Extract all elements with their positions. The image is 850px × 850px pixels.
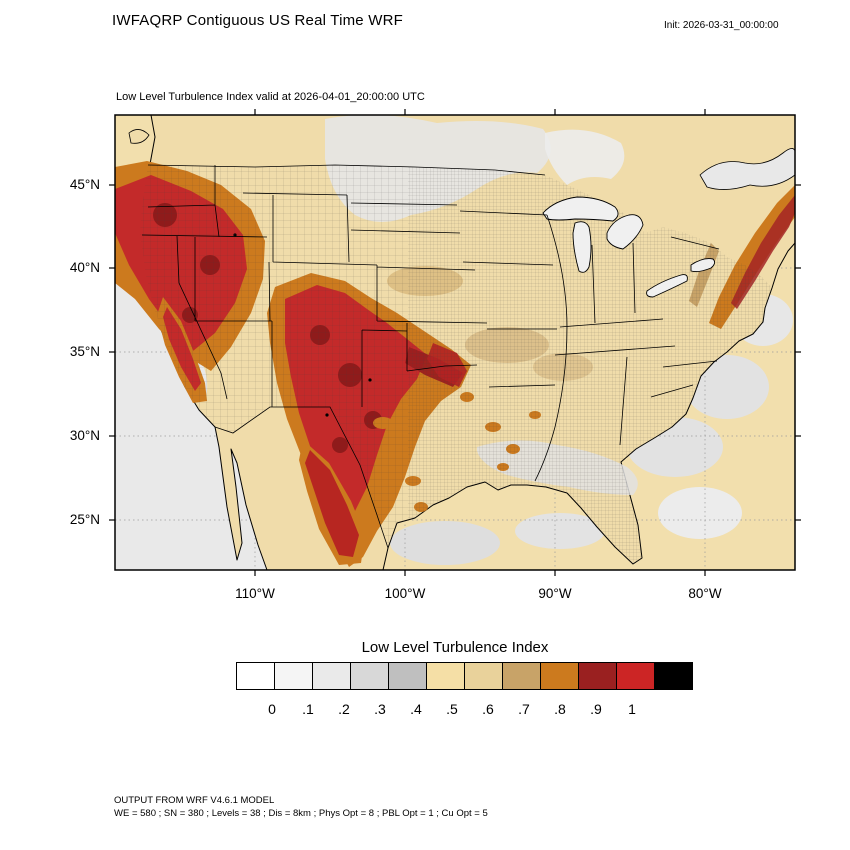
footer-config-line: WE = 580 ; SN = 380 ; Levels = 38 ; Dis … bbox=[114, 808, 488, 819]
lon-axis-label: 100°W bbox=[384, 586, 426, 601]
lat-axis-label: 25°N bbox=[69, 512, 100, 527]
colorbar-tick-label: .9 bbox=[590, 701, 602, 717]
colorbar-cell bbox=[426, 662, 465, 690]
map-frame bbox=[114, 114, 796, 571]
colorbar-tick-label: .1 bbox=[302, 701, 314, 717]
colorbar-tick-label: .6 bbox=[482, 701, 494, 717]
lon-axis-label: 110°W bbox=[235, 586, 275, 601]
lat-axis-label: 45°N bbox=[69, 177, 100, 192]
colorbar-cell bbox=[654, 662, 693, 690]
colorbar-cell bbox=[274, 662, 313, 690]
colorbar-cells bbox=[236, 662, 693, 690]
colorbar-cell bbox=[578, 662, 617, 690]
colorbar-cell bbox=[236, 662, 275, 690]
state-borders bbox=[141, 164, 720, 549]
valid-time-subtitle: Low Level Turbulence Index valid at 2026… bbox=[116, 91, 425, 103]
colorbar-tick-label: .7 bbox=[518, 701, 530, 717]
colorbar-cell bbox=[388, 662, 427, 690]
init-timestamp: Init: 2026-03-31_00:00:00 bbox=[664, 20, 779, 31]
lon-axis-label: 90°W bbox=[538, 586, 572, 601]
colorbar-tick-label: .8 bbox=[554, 701, 566, 717]
map-svg bbox=[109, 109, 801, 576]
colorbar-title: Low Level Turbulence Index bbox=[361, 639, 549, 656]
colorbar-cell bbox=[540, 662, 579, 690]
footer-model-line: OUTPUT FROM WRF V4.6.1 MODEL bbox=[114, 795, 275, 806]
colorbar-tick-label: .4 bbox=[410, 701, 422, 717]
colorbar-cell bbox=[312, 662, 351, 690]
colorbar-tick-label: 0 bbox=[268, 701, 276, 717]
colorbar-ticks: 0 .1 .2 .3 .4 .5 .6 .7 .8 .9 1 bbox=[236, 701, 676, 719]
colorbar-tick-label: 1 bbox=[628, 701, 636, 717]
colorbar-cell bbox=[464, 662, 503, 690]
colorbar-cell bbox=[350, 662, 389, 690]
axis-ticks bbox=[109, 109, 801, 576]
great-lakes bbox=[542, 196, 716, 298]
lat-axis-label: 35°N bbox=[69, 344, 100, 359]
lat-axis-label: 40°N bbox=[69, 260, 100, 275]
colorbar-tick-label: .5 bbox=[446, 701, 458, 717]
lon-axis-label: 80°W bbox=[688, 586, 722, 601]
colorbar-tick-label: .2 bbox=[338, 701, 350, 717]
map-plot bbox=[105, 105, 805, 580]
figure-title: IWFAQRP Contiguous US Real Time WRF bbox=[112, 12, 403, 29]
lat-axis-label: 30°N bbox=[69, 428, 100, 443]
colorbar-cell bbox=[616, 662, 655, 690]
colorbar-tick-label: .3 bbox=[374, 701, 386, 717]
colorbar-cell bbox=[502, 662, 541, 690]
